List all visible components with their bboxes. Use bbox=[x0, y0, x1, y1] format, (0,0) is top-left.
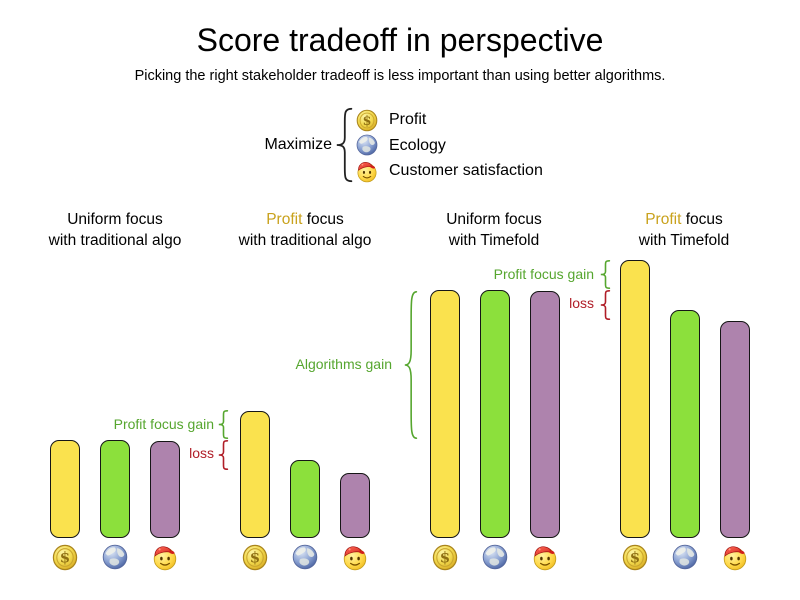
legend-label-profit: Profit bbox=[389, 111, 427, 128]
bar-customer-satisfaction bbox=[150, 441, 180, 538]
group-label: Profit focus with Timefold bbox=[569, 209, 799, 251]
group-label-line2: with traditional algo bbox=[48, 232, 182, 249]
loss-brace bbox=[600, 290, 611, 320]
profit-coin-icon: $ bbox=[242, 544, 268, 571]
group-label-line2: with traditional algo bbox=[238, 232, 372, 249]
svg-text:$: $ bbox=[250, 549, 260, 567]
legend-maximize-label: Maximize bbox=[264, 136, 332, 153]
svg-text:$: $ bbox=[60, 549, 70, 567]
customer-satisfaction-icon bbox=[722, 544, 748, 571]
group-label-line1: Uniform focus bbox=[67, 211, 163, 228]
profit-word: Profit bbox=[266, 211, 303, 228]
group-label: Uniform focus with traditional algo bbox=[0, 209, 230, 251]
svg-text:$: $ bbox=[630, 549, 640, 567]
ecology-globe-icon bbox=[292, 544, 318, 571]
legend-label-customer-satisfaction: Customer satisfaction bbox=[389, 162, 543, 179]
gain-brace bbox=[404, 291, 418, 439]
group-label: Profit focus with traditional algo bbox=[190, 209, 420, 251]
customer-satisfaction-icon bbox=[342, 544, 368, 571]
group-label-line1: Uniform focus bbox=[446, 211, 542, 228]
chart-title: Score tradeoff in perspective bbox=[196, 22, 604, 58]
gain-brace bbox=[218, 410, 229, 439]
customer-satisfaction-icon bbox=[356, 160, 378, 183]
legend-label-ecology: Ecology bbox=[389, 136, 446, 154]
profit-word: Profit bbox=[645, 211, 682, 228]
group-label: Uniform focus with Timefold bbox=[379, 209, 609, 251]
profit-coin-icon: $ bbox=[52, 544, 78, 571]
profit-coin-icon: $ bbox=[622, 544, 648, 571]
loss-annotation: loss bbox=[189, 445, 214, 461]
loss-brace bbox=[218, 440, 229, 470]
bar-customer-satisfaction bbox=[720, 321, 750, 538]
gain-annotation: Algorithms gain bbox=[295, 356, 393, 372]
bar-ecology bbox=[100, 440, 130, 538]
bar-ecology bbox=[480, 290, 510, 538]
legend-item-profit: $ Profit bbox=[356, 109, 543, 131]
profit-coin-icon: $ bbox=[432, 544, 458, 571]
loss-annotation: loss bbox=[569, 295, 594, 311]
ecology-globe-icon bbox=[102, 544, 128, 571]
group-label-line1: Profit focus bbox=[645, 211, 723, 228]
profit-coin-icon: $ bbox=[356, 109, 378, 132]
customer-satisfaction-icon bbox=[152, 544, 178, 571]
ecology-globe-icon bbox=[356, 134, 378, 157]
bar-customer-satisfaction bbox=[340, 473, 370, 538]
group-label-line2: with Timefold bbox=[638, 232, 730, 249]
ecology-globe-icon bbox=[482, 544, 508, 571]
legend-item-customer-satisfaction: Customer satisfaction bbox=[356, 160, 543, 182]
bar-profit bbox=[50, 440, 80, 538]
ecology-globe-icon bbox=[672, 544, 698, 571]
bar-profit bbox=[240, 411, 270, 538]
gain-annotation: Profit focus gain bbox=[493, 266, 594, 282]
gain-annotation: Profit focus gain bbox=[113, 416, 214, 432]
bar-profit bbox=[430, 290, 460, 538]
bar-profit bbox=[620, 260, 650, 538]
legend-item-ecology: Ecology bbox=[356, 134, 543, 157]
bar-ecology bbox=[290, 460, 320, 538]
customer-satisfaction-icon bbox=[532, 544, 558, 571]
group-label-line2: with Timefold bbox=[448, 232, 540, 249]
legend: $ Profit Ecology Customer satisfaction bbox=[356, 109, 543, 186]
bar-customer-satisfaction bbox=[530, 291, 560, 538]
chart-subtitle: Picking the right stakeholder tradeoff i… bbox=[134, 68, 666, 84]
legend-brace bbox=[336, 107, 353, 183]
svg-text:$: $ bbox=[440, 549, 450, 567]
group-label-line1: Profit focus bbox=[266, 211, 344, 228]
gain-brace bbox=[600, 260, 611, 289]
svg-text:$: $ bbox=[363, 112, 372, 127]
bar-ecology bbox=[670, 310, 700, 538]
